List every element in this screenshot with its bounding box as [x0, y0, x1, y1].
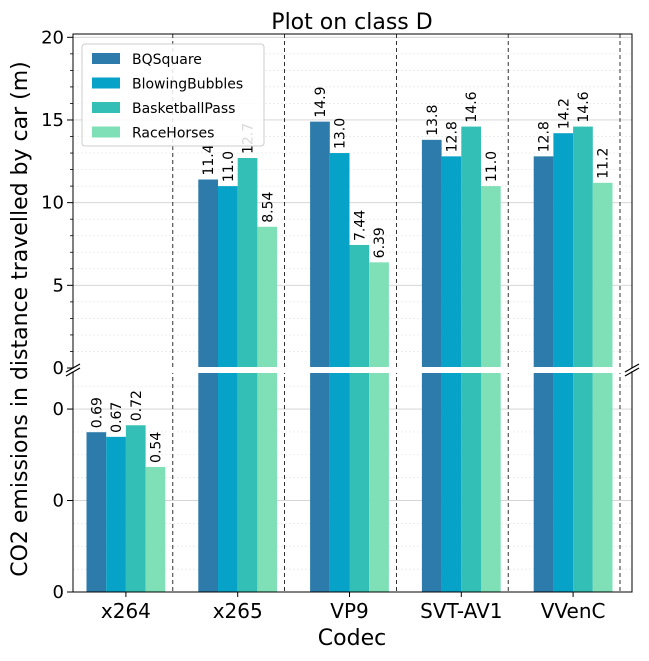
bar	[329, 372, 350, 592]
legend-box	[81, 43, 265, 147]
bar	[369, 262, 389, 368]
bar-value-label: 11.0	[221, 151, 237, 182]
bar-value-label: 7.44	[352, 210, 368, 241]
axis-break-gap	[74, 367, 631, 373]
bar	[461, 126, 481, 369]
x-tick-label: x265	[213, 599, 263, 623]
bar	[145, 466, 166, 592]
bar-value-label: 11.2	[596, 148, 612, 179]
bar-value-label: 14.6	[464, 91, 480, 122]
bar	[533, 156, 554, 368]
legend-swatch	[92, 102, 120, 113]
bar-value-label: 0.72	[129, 390, 145, 421]
y-axis-title: CO2 emissions in distance travelled by c…	[8, 61, 33, 577]
bar	[125, 425, 146, 592]
bar-value-label: 13.0	[333, 118, 349, 149]
bar-value-label: 12.8	[537, 121, 553, 152]
y-tick-label: 0	[53, 491, 64, 512]
bar	[310, 121, 330, 368]
bar	[237, 372, 258, 592]
bar-value-label: 0.69	[89, 397, 105, 428]
bar	[553, 372, 574, 592]
y-tick-label: 0	[53, 358, 64, 379]
legend-label: BasketballPass	[132, 101, 235, 117]
legend: BQSquare BlowingBubbles BasketballPass Race…	[81, 43, 265, 147]
x-axis-title: Codec	[318, 626, 386, 651]
bar	[218, 372, 238, 592]
bar	[218, 186, 238, 368]
legend-label: BlowingBubbles	[132, 77, 243, 93]
bar	[481, 372, 501, 592]
y-tick-label: 20	[41, 27, 64, 48]
axis-break-marker	[624, 367, 640, 377]
legend-swatch	[92, 126, 120, 138]
bar	[592, 372, 613, 592]
bar	[198, 372, 218, 592]
bar-value-label: 14.9	[313, 86, 329, 117]
bar	[349, 372, 370, 592]
bar	[481, 186, 501, 368]
bar-value-label: 6.39	[372, 227, 388, 258]
bar	[237, 158, 258, 368]
bar	[329, 153, 350, 368]
bar-value-label: 0.54	[148, 432, 164, 463]
legend-label: BQSquare	[132, 52, 202, 68]
x-tick-label: SVT-AV1	[420, 599, 502, 623]
bar	[349, 244, 370, 368]
y-tick-label: 0	[53, 399, 64, 420]
legend-swatch	[92, 53, 120, 64]
bar	[573, 126, 593, 369]
bar	[441, 372, 462, 592]
y-tick-label: 0	[53, 582, 64, 603]
bar	[421, 139, 442, 368]
bar	[257, 226, 278, 368]
bar	[441, 156, 462, 368]
bar	[198, 179, 218, 368]
bar	[461, 372, 481, 592]
y-tick-label: 10	[41, 193, 64, 214]
bar	[310, 372, 330, 592]
bar	[553, 133, 574, 368]
chart-title: Plot on class D	[271, 10, 432, 35]
bar-value-label: 11.0	[484, 151, 500, 182]
bar-value-label: 12.8	[444, 121, 460, 152]
bar	[421, 372, 442, 592]
bar-value-label: 13.8	[425, 105, 441, 136]
bar	[592, 182, 613, 368]
bar-value-label: 14.2	[556, 98, 572, 129]
bar-value-label: 8.54	[260, 192, 276, 223]
y-tick-label: 15	[41, 110, 64, 131]
x-tick-label: x264	[101, 599, 151, 623]
bar	[533, 372, 554, 592]
plot-area: 0.690.670.720.5411.411.012.78.5414.913.0…	[41, 27, 640, 623]
legend-swatch	[92, 77, 120, 89]
bar-value-label: 11.4	[201, 144, 217, 175]
bar	[257, 372, 278, 592]
axis-break-marker	[65, 367, 81, 377]
y-tick-label: 5	[53, 275, 64, 296]
bar-value-label: 14.6	[576, 91, 592, 122]
bar-value-label: 0.67	[109, 402, 125, 433]
bar	[86, 432, 107, 592]
legend-label: RaceHorses	[132, 126, 214, 142]
x-tick-label: VP9	[330, 599, 368, 623]
x-tick-label: VVenC	[541, 599, 606, 623]
bar	[106, 436, 126, 592]
axis-break-marker	[624, 363, 640, 373]
bar	[573, 372, 593, 592]
bar	[369, 372, 389, 592]
